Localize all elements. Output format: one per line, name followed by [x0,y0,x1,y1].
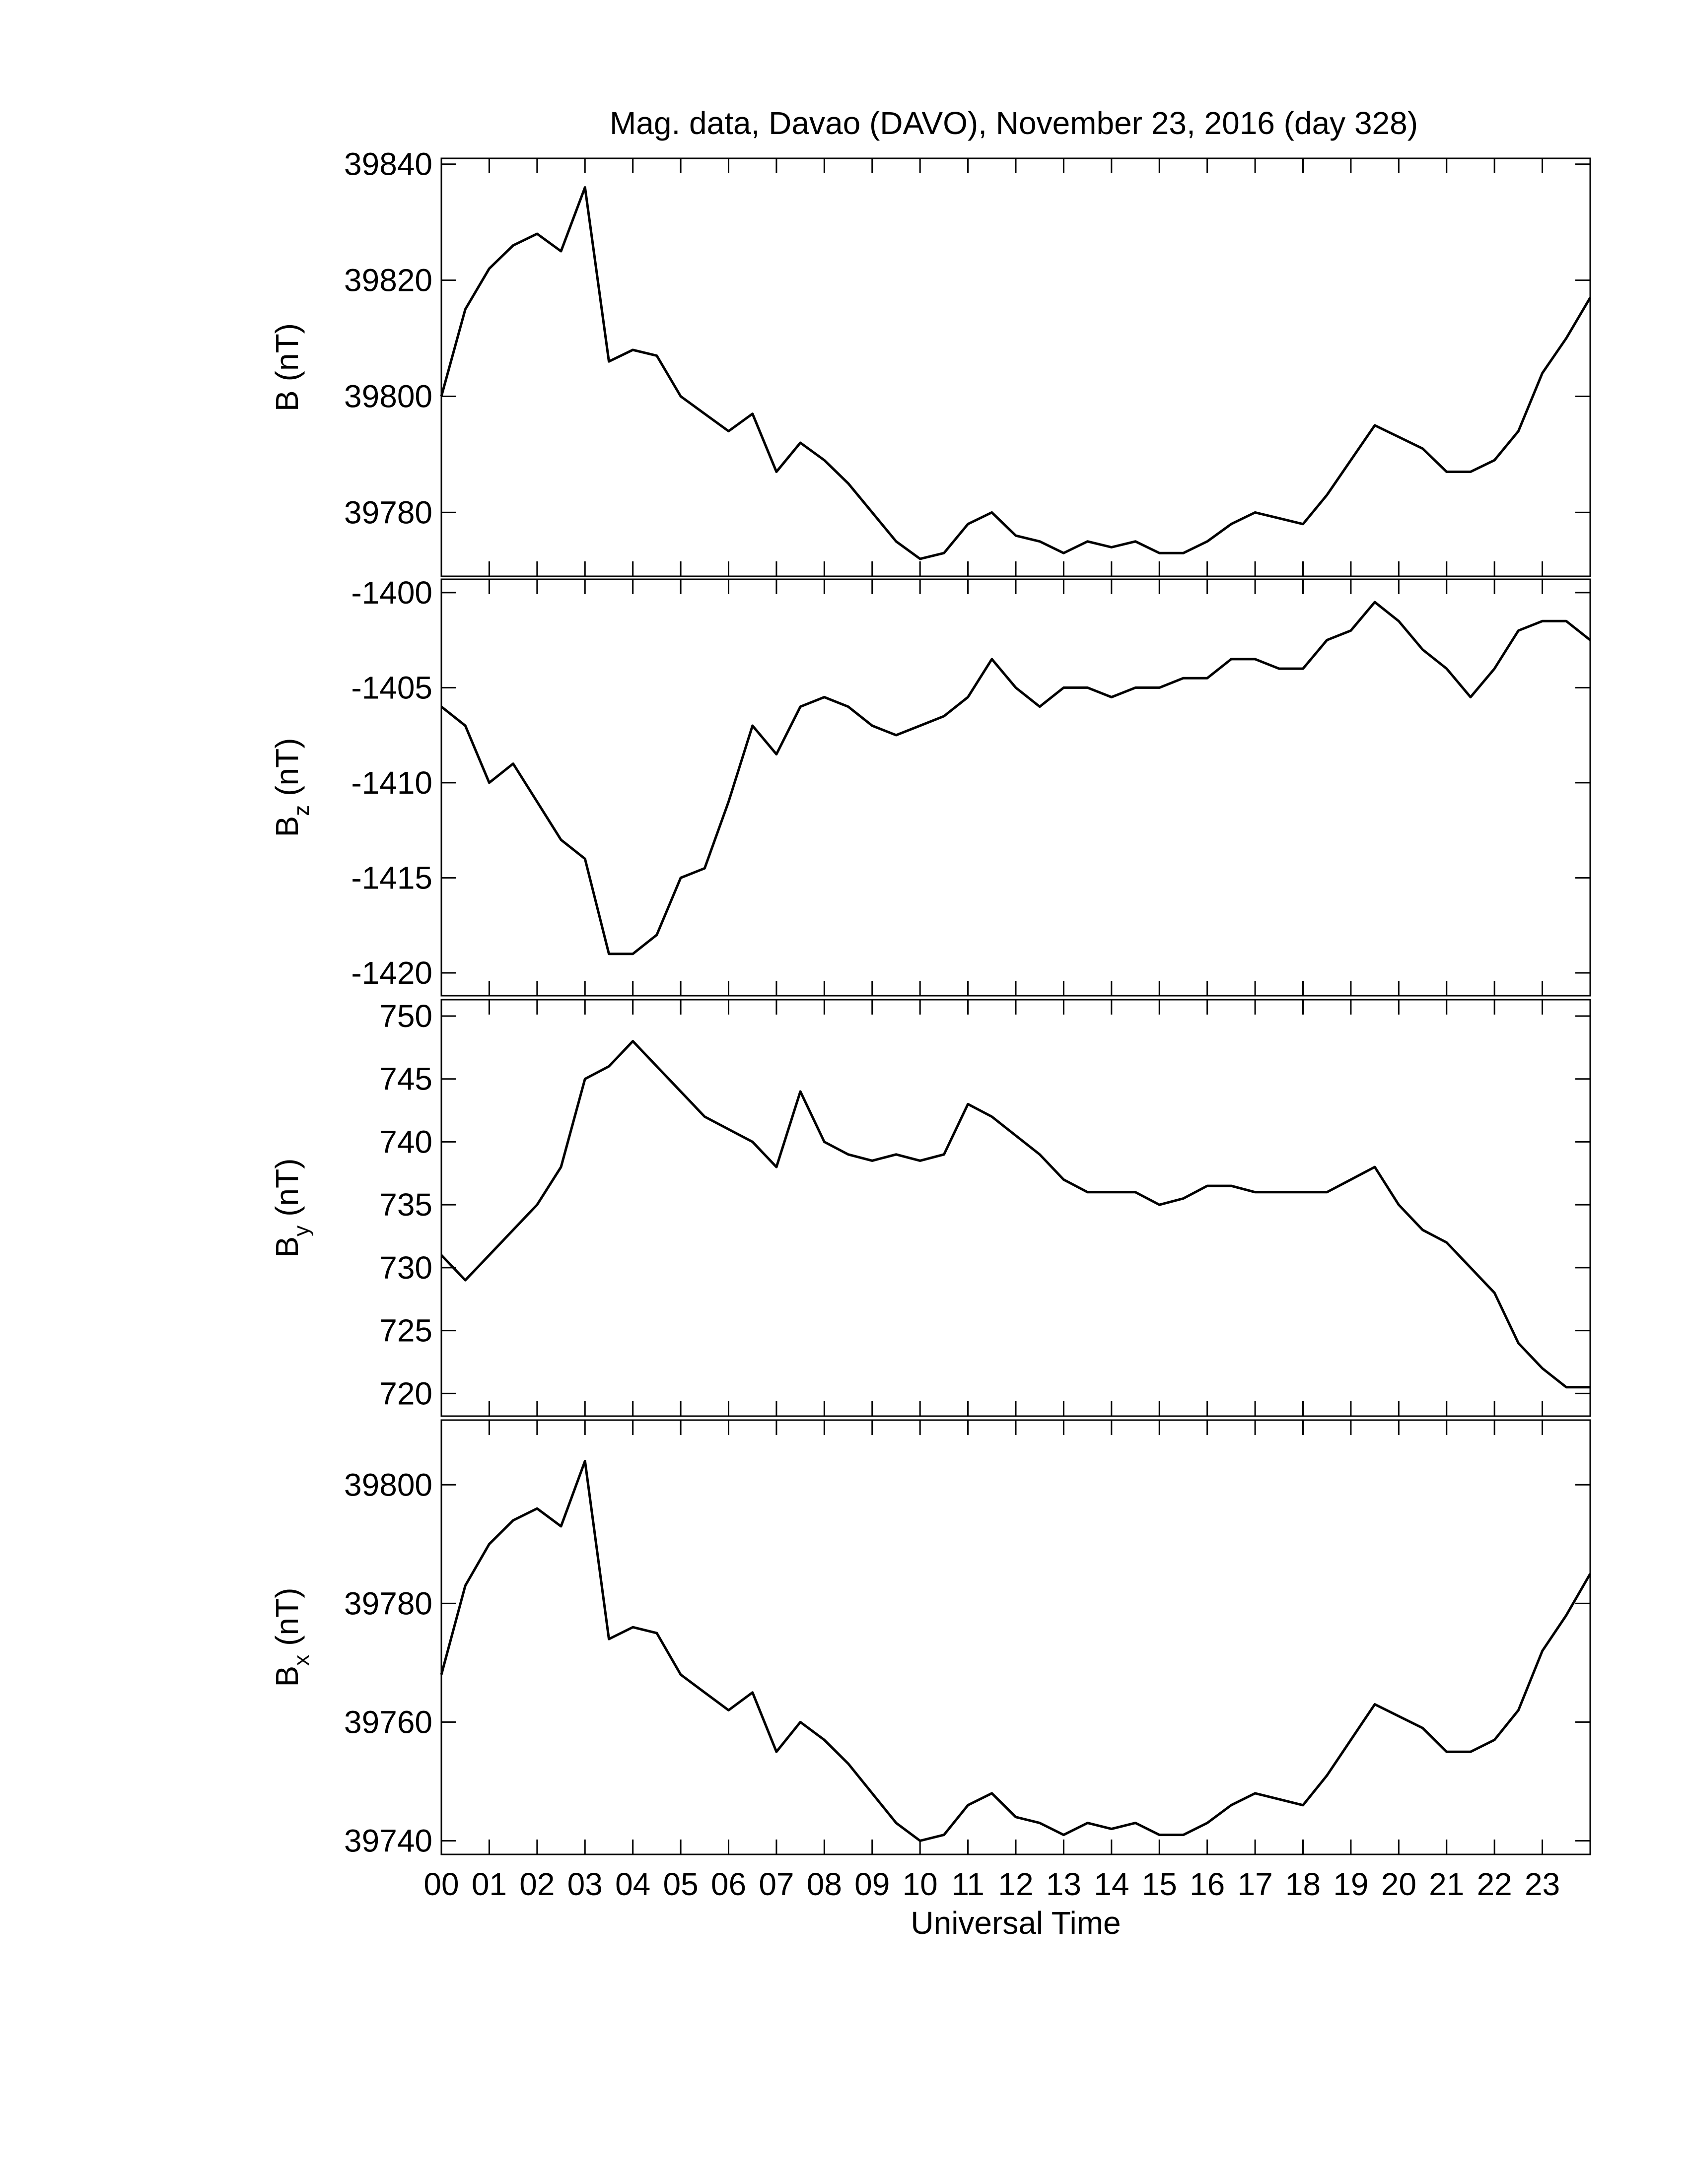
x-tick-label: 21 [1429,1866,1464,1902]
x-tick-label: 22 [1477,1866,1512,1902]
y-tick-label: -1405 [351,670,432,705]
y-label-sub: z [289,805,314,816]
y-tick-label: 735 [379,1187,432,1223]
y-label-unit: (nT) [269,1588,305,1646]
y-axis-label: Bz (nT) [269,738,314,837]
y-tick-label: 39780 [344,1585,432,1621]
y-tick-label: 39840 [344,146,432,182]
x-tick-label: 00 [423,1866,459,1902]
x-tick-label: 12 [998,1866,1033,1902]
x-tick-label: 13 [1046,1866,1081,1902]
y-tick-label: 730 [379,1250,432,1286]
x-tick-label: 16 [1190,1866,1225,1902]
y-tick-label: 725 [379,1313,432,1349]
y-label-unit: (nT) [269,1159,305,1217]
y-tick-label: -1410 [351,765,432,801]
x-tick-label: 19 [1333,1866,1368,1902]
x-tick-label: 01 [472,1866,507,1902]
y-tick-label: 740 [379,1124,432,1160]
x-tick-label: 03 [567,1866,603,1902]
chart-title: Mag. data, Davao (DAVO), November 23, 20… [610,105,1418,141]
y-tick-label: -1400 [351,575,432,611]
data-line [440,186,1592,560]
x-tick-label: 20 [1381,1866,1416,1902]
y-tick-label: 39740 [344,1823,432,1859]
plot-frame [440,157,1591,577]
y-tick-label: 39760 [344,1704,432,1740]
y-label-base: B [269,1666,305,1687]
y-label-base: B [269,816,305,837]
y-axis-label: B (nT) [269,323,305,411]
y-label-base: B [269,390,305,411]
y-tick-label: -1415 [351,860,432,895]
y-label-sub: x [289,1655,314,1666]
x-tick-label: 06 [711,1866,746,1902]
y-tick-label: 720 [379,1375,432,1411]
plot-frame [440,578,1591,997]
y-tick-label: 39820 [344,263,432,298]
x-tick-label: 04 [615,1866,650,1902]
data-line [440,1040,1590,1389]
y-tick-label: 750 [379,998,432,1034]
x-tick-label: 18 [1285,1866,1321,1902]
x-tick-label: 09 [854,1866,890,1902]
x-tick-label: 08 [807,1866,842,1902]
x-tick-label: 23 [1525,1866,1560,1902]
y-label-unit: (nT) [269,738,305,796]
y-axis-label: By (nT) [269,1159,314,1258]
y-tick-label: 39780 [344,494,432,530]
x-tick-label: 02 [519,1866,555,1902]
x-axis-label: Universal Time [911,1905,1121,1941]
x-tick-label: 10 [903,1866,938,1902]
y-label-base: B [269,1236,305,1258]
y-tick-label: -1420 [351,955,432,991]
x-tick-label: 15 [1142,1866,1177,1902]
x-tick-label: 11 [951,1866,984,1902]
y-tick-label: 39800 [344,378,432,414]
x-tick-label: 17 [1237,1866,1272,1902]
y-label-sub: y [289,1226,314,1236]
y-label-unit: (nT) [269,323,305,381]
x-tick-label: 05 [663,1866,698,1902]
x-tick-label: 14 [1094,1866,1129,1902]
y-tick-label: 745 [379,1061,432,1097]
data-line [440,601,1591,956]
x-tick-label: 07 [759,1866,794,1902]
y-axis-label: Bx (nT) [269,1588,314,1687]
data-line [440,1460,1592,1842]
y-tick-label: 39800 [344,1467,432,1502]
